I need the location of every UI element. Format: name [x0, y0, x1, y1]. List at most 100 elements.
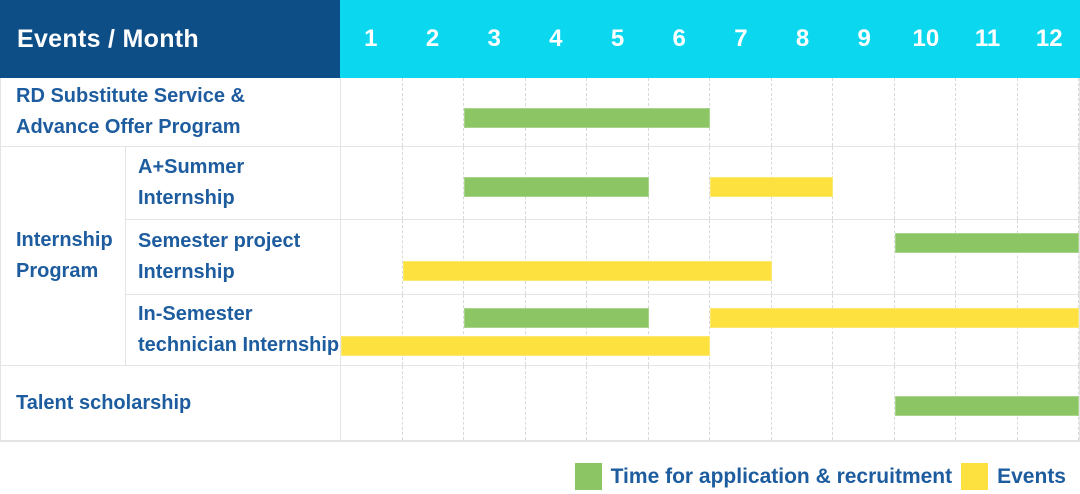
row-label-line: In-Semester [138, 303, 253, 325]
bar-application [894, 396, 1079, 416]
grid-column-line [526, 295, 587, 365]
bar-event [402, 261, 772, 281]
legend: Time for application & recruitment Event… [0, 442, 1080, 494]
month-header-11: 11 [974, 25, 1001, 52]
grid-column-line [956, 147, 1018, 219]
month-header-6: 6 [672, 25, 686, 52]
gantt-track [341, 220, 1079, 295]
month-header-3: 3 [487, 25, 501, 52]
legend-label-application: Time for application & recruitment [610, 464, 953, 488]
month-header-cells: 1 2 3 4 5 6 7 8 9 10 11 12 [340, 0, 1080, 78]
group-label-line: Program [16, 260, 99, 282]
grid-column-line [341, 366, 403, 440]
grid-column-line [649, 295, 710, 365]
month-header-8: 8 [795, 25, 810, 52]
table-header-row: Events / Month 1 2 3 4 5 6 7 8 9 10 11 12 [0, 0, 1080, 78]
grid-column-line [1018, 295, 1079, 365]
row-label: Talent scholarship [1, 366, 341, 441]
bar-application [894, 233, 1079, 253]
grid-column-line [403, 220, 464, 294]
row-label-line: A+Summer [138, 156, 245, 178]
grid-column-line [341, 295, 403, 365]
grid-column-line [464, 220, 526, 294]
month-header-1: 1 [364, 25, 378, 52]
grid-column-line [341, 78, 403, 146]
month-header-10: 10 [912, 25, 940, 52]
schedule-table-body: RD Substitute Service & Advance Offer Pro… [0, 78, 1080, 442]
grid-column-line [403, 78, 464, 146]
grid-column-line [587, 220, 649, 294]
grid-column-line [403, 295, 464, 365]
gantt-track [341, 147, 1079, 220]
events-month-header-cell: Events / Month [0, 0, 340, 78]
grid-column-line [464, 295, 526, 365]
month-header-7: 7 [734, 25, 748, 52]
bar-event [710, 308, 1079, 328]
grid-column-line [895, 147, 956, 219]
legend-swatch-yellow [961, 463, 989, 490]
legend-item-events: Events [961, 463, 1066, 490]
grid-column-line [649, 220, 710, 294]
grid-column-line [464, 366, 526, 440]
month-header-9: 9 [857, 25, 871, 52]
grid-column-line [403, 366, 464, 440]
legend-label-events: Events [997, 464, 1066, 488]
grid-column-line [1018, 147, 1079, 219]
grid-column-line [403, 147, 464, 219]
row-label-line: Advance Offer Program [16, 116, 241, 138]
legend-item-application: Time for application & recruitment [574, 463, 953, 490]
grid-column-line [833, 147, 895, 219]
grid-column-line [526, 220, 587, 294]
gantt-track [341, 366, 1079, 441]
grid-column-line [895, 78, 956, 146]
grid-column-line [833, 366, 895, 440]
grid-column-line [341, 147, 403, 219]
grid-column-line [526, 366, 587, 440]
grid-column-line [649, 147, 710, 219]
row-label-line: RD Substitute Service & [16, 85, 245, 107]
grid-column-line [772, 295, 833, 365]
row-label: In-Semester technician Internship [126, 295, 341, 366]
grid-column-line [587, 366, 649, 440]
grid-column-line [833, 295, 895, 365]
grid-column-line [341, 220, 403, 294]
grid-column-line [895, 220, 956, 294]
month-header-12: 12 [1035, 25, 1063, 52]
bar-application [464, 308, 649, 328]
group-label-line: Internship [16, 229, 113, 251]
grid-column-line [772, 78, 833, 146]
month-header-4: 4 [549, 25, 563, 52]
grid-column-line [833, 220, 895, 294]
grid-column-line [649, 366, 710, 440]
grid-column-line [895, 295, 956, 365]
bar-application [464, 177, 649, 197]
grid-column-line [772, 366, 833, 440]
grid-column-line [710, 295, 772, 365]
grid-column-line [587, 295, 649, 365]
legend-swatch-green [574, 463, 602, 490]
row-label-line: technician Internship [138, 334, 340, 356]
month-header-5: 5 [610, 25, 625, 52]
row-label-line: Semester project [138, 230, 301, 252]
grid-column-line [956, 78, 1018, 146]
grid-column-line [1018, 220, 1079, 294]
grid-column-line [710, 78, 772, 146]
month-header-2: 2 [425, 25, 440, 52]
row-label-line: Talent scholarship [16, 391, 192, 414]
gantt-track [341, 78, 1079, 147]
grid-column-line [833, 78, 895, 146]
bar-application [464, 108, 710, 128]
row-label-line: Internship [138, 261, 235, 283]
grid-column-line [956, 220, 1018, 294]
gantt-track [341, 295, 1079, 366]
group-label: Internship Program [1, 147, 126, 366]
grid-column-line [956, 295, 1018, 365]
row-label: Semester project Internship [126, 220, 341, 295]
row-label-line: Internship [138, 187, 235, 209]
grid-column-line [710, 220, 772, 294]
bar-event [341, 336, 710, 356]
bar-event [710, 177, 833, 197]
grid-column-line [772, 220, 833, 294]
grid-column-line [710, 366, 772, 440]
